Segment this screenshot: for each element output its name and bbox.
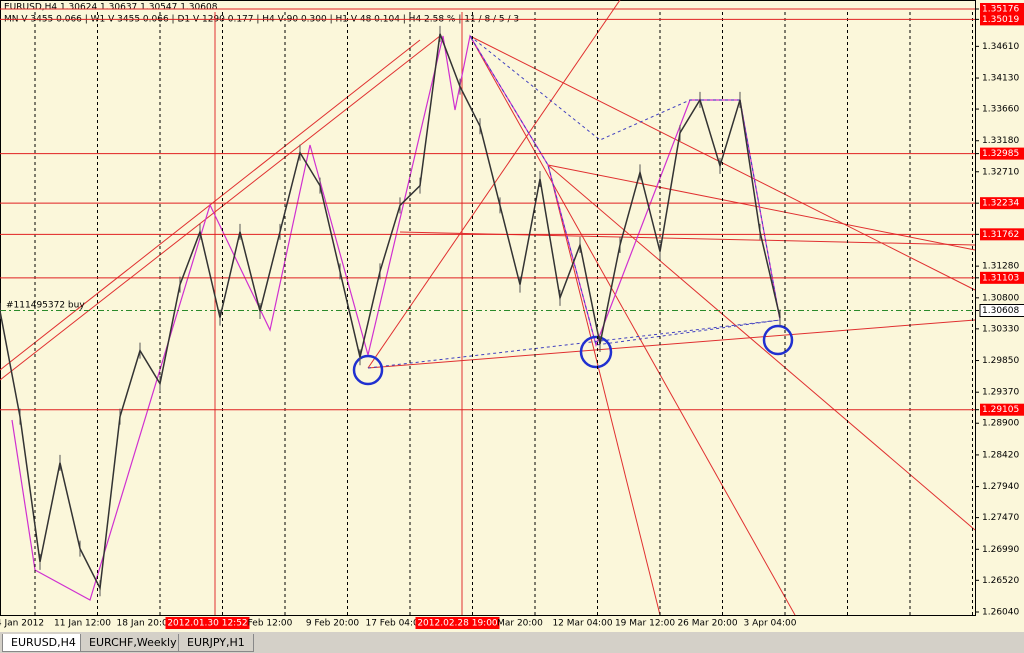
price-label: 1.30608 — [982, 306, 1019, 316]
tab[interactable]: EURCHF,Weekly — [80, 634, 186, 652]
price-label: 1.31280 — [982, 262, 1019, 272]
marker-circle — [579, 335, 613, 369]
price-label: 1.35019 — [982, 15, 1019, 25]
time-label: 9 Feb 20:00 — [306, 619, 360, 629]
marker-circle — [762, 324, 794, 356]
order-label: #111495372 buy — [6, 301, 85, 311]
zigzag — [11, 34, 781, 601]
time-label: 12 Mar 04:00 — [552, 619, 612, 629]
trendline — [547, 164, 661, 616]
current-box — [979, 304, 1024, 317]
price-label: 1.33180 — [982, 136, 1019, 146]
time-label: 19 Mar 12:00 — [615, 619, 675, 629]
level-box — [980, 147, 1024, 160]
price-label: 1.33660 — [982, 105, 1019, 115]
level-box — [980, 228, 1024, 241]
header-line1: EURUSD,H4 1.30624 1.30637 1.30547 1.3060… — [4, 3, 218, 13]
time-label: 2012.01.30 12:52 — [167, 619, 247, 629]
trendline — [367, 319, 976, 369]
tab[interactable]: EURUSD,H4 — [2, 634, 85, 652]
price-label: 1.35176 — [982, 5, 1019, 15]
trendline — [469, 35, 796, 616]
price-label: 1.32234 — [982, 199, 1019, 209]
price-label: 1.34610 — [982, 42, 1019, 52]
level-box — [980, 271, 1024, 284]
time-label: Mar 20:00 — [497, 619, 543, 629]
price-label: 1.30330 — [982, 324, 1019, 334]
level-box — [980, 197, 1024, 210]
price-label: 1.26040 — [982, 608, 1019, 618]
time-label: 17 Feb 04:00 — [365, 619, 424, 629]
time-label: 4 Jan 2012 — [0, 619, 44, 629]
time-label: 11 Jan 12:00 — [54, 619, 111, 629]
time-cursor-box — [415, 617, 500, 629]
price-label: 1.29105 — [982, 405, 1019, 415]
chart-bg — [0, 0, 1024, 632]
price-label: 1.32985 — [982, 149, 1019, 159]
price-label: 1.30800 — [982, 293, 1019, 303]
chart-window: EURUSD,H4 1.30624 1.30637 1.30547 1.3060… — [0, 0, 1024, 632]
price-label: 1.32710 — [982, 167, 1019, 177]
price-label: 1.27470 — [982, 513, 1019, 523]
price-label: 1.26990 — [982, 545, 1019, 555]
price-label: 1.31762 — [982, 230, 1019, 240]
time-cursor-box — [165, 617, 250, 629]
price-label: 1.34130 — [982, 74, 1019, 84]
level-box — [980, 3, 1024, 15]
time-label: 18 Jan 20:00 — [117, 619, 174, 629]
price-label: 1.27940 — [982, 482, 1019, 492]
price-label: 1.29850 — [982, 356, 1019, 366]
time-label: 2012.02.28 19:00 — [417, 619, 498, 629]
price-label: 1.28900 — [982, 419, 1019, 429]
tab[interactable]: EURJPY,H1 — [178, 634, 254, 652]
price-label: 1.29370 — [982, 388, 1019, 398]
price-label: 1.26520 — [982, 576, 1019, 586]
price-path — [0, 33, 781, 591]
trendline — [547, 164, 976, 251]
time-label: 3 Apr 04:00 — [744, 619, 797, 629]
trendline — [0, 35, 441, 381]
trendline — [547, 164, 976, 531]
level-box — [980, 403, 1024, 416]
marker-circle — [352, 354, 384, 386]
price-label: 1.28420 — [982, 450, 1019, 460]
time-label: Feb 12:00 — [248, 619, 293, 629]
harmonic-pattern — [469, 35, 781, 346]
time-label: 26 Mar 20:00 — [677, 619, 737, 629]
level-box — [980, 13, 1024, 26]
price-label: 1.31103 — [982, 273, 1019, 283]
